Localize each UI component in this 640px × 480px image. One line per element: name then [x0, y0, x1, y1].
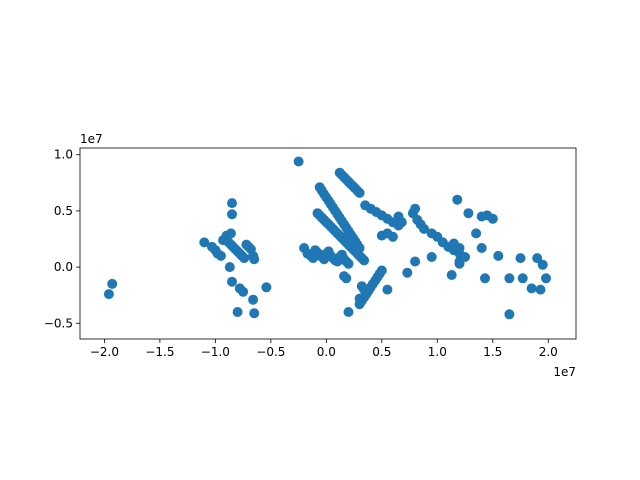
x-axis: −2.0 −1.5 −1.0 −0.5 0.0 0.5 1.0 1.5 2.0 [90, 339, 558, 359]
x-tick-label: −1.0 [201, 345, 230, 359]
data-point [535, 284, 546, 295]
data-point [103, 289, 114, 300]
data-point [517, 273, 528, 284]
data-point [410, 256, 421, 267]
data-point [526, 283, 537, 294]
y-tick-label: 0.5 [54, 204, 73, 218]
axes-frame [79, 147, 577, 340]
data-point [476, 211, 487, 222]
x-tick-label: 0.0 [317, 345, 336, 359]
x-tick-label: 1.0 [428, 345, 447, 359]
data-point [402, 267, 413, 278]
data-point [471, 228, 482, 239]
data-point [541, 273, 551, 284]
data-point [493, 250, 504, 261]
data-point [532, 253, 543, 264]
x-tick-label: −2.0 [90, 345, 119, 359]
y-tick-label: 0.0 [54, 260, 73, 274]
data-point [261, 282, 272, 293]
data-point [343, 258, 354, 269]
data-point [419, 223, 429, 234]
data-point [225, 228, 236, 239]
data-point [359, 255, 370, 266]
x-tick-label: 0.5 [372, 345, 391, 359]
data-point [460, 252, 470, 262]
data-point [480, 273, 490, 284]
data-point [376, 265, 387, 276]
y-offset-label: 1e7 [80, 132, 103, 146]
data-point [361, 287, 372, 298]
y-tick-label: −0.5 [44, 316, 73, 330]
data-point [249, 254, 260, 265]
data-point [227, 276, 237, 287]
data-point [463, 208, 474, 219]
x-tick-label: 2.0 [539, 345, 558, 359]
data-point [232, 307, 243, 317]
data-point [293, 156, 304, 167]
data-point [446, 270, 457, 280]
data-point [107, 278, 118, 289]
data-point [537, 259, 548, 270]
data-point [452, 194, 463, 205]
data-point [410, 203, 421, 214]
data-point [199, 237, 210, 248]
data-point [454, 243, 465, 253]
data-point [227, 198, 237, 209]
data-point [515, 253, 526, 264]
data-point [504, 309, 515, 320]
data-point [487, 213, 498, 224]
data-point [239, 253, 250, 264]
data-point [343, 307, 354, 317]
data-point [354, 187, 365, 198]
data-point [227, 209, 237, 220]
y-axis: −0.5 0.0 0.5 1.0 [44, 148, 80, 330]
data-point [382, 284, 393, 295]
x-tick-label: 1.5 [483, 345, 502, 359]
x-tick-label: −1.5 [145, 345, 174, 359]
data-point [396, 217, 407, 228]
data-point [354, 293, 365, 304]
data-point [426, 252, 437, 262]
data-point [341, 273, 352, 284]
x-tick-label: −0.5 [256, 345, 285, 359]
x-offset-label: 1e7 [553, 365, 576, 379]
data-point [224, 262, 235, 273]
data-point [238, 286, 249, 297]
data-point [476, 243, 487, 253]
data-point [249, 308, 260, 319]
data-points [103, 156, 551, 320]
data-point [248, 294, 259, 305]
data-point [387, 231, 398, 242]
data-point [504, 273, 515, 284]
y-tick-label: 1.0 [54, 148, 73, 162]
data-point [215, 250, 226, 261]
